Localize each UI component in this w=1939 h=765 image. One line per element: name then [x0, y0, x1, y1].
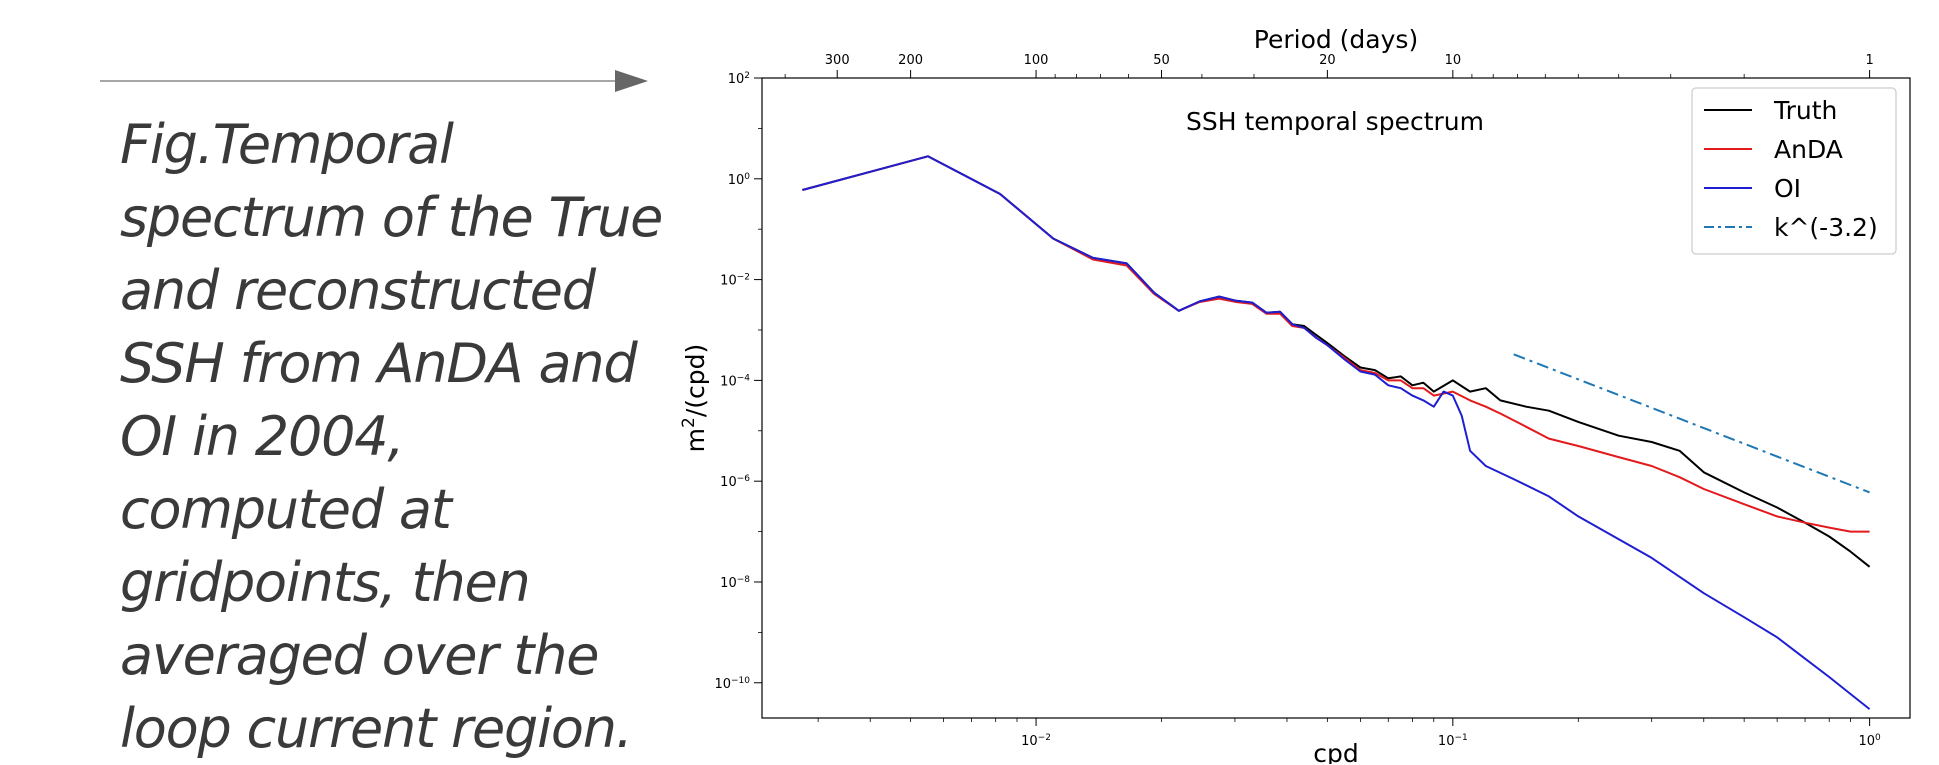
top-tick-label: 100: [1024, 53, 1049, 68]
top-axis-label: Period (days): [1254, 25, 1418, 54]
y-tick-label: 10−10: [714, 676, 750, 692]
top-tick-label: 1: [1865, 53, 1873, 68]
series-line-3: [1513, 353, 1870, 494]
legend-label: k^(-3.2): [1774, 213, 1878, 242]
x-tick-label: 10−2: [1021, 733, 1051, 749]
x-tick-label: 10−1: [1438, 733, 1468, 749]
y-tick-label: 10−2: [720, 273, 750, 289]
figure-caption: Fig.Temporal spectrum of the True and re…: [120, 113, 663, 760]
series-line-2: [802, 155, 1871, 710]
y-tick-label: 102: [728, 71, 750, 87]
y-tick-label: 10−8: [720, 575, 750, 591]
x-axis-label: cpd: [1313, 739, 1358, 764]
top-tick-label: 20: [1319, 53, 1336, 68]
legend-label: OI: [1774, 174, 1801, 203]
legend-label: Truth: [1773, 96, 1837, 125]
y-tick-label: 100: [728, 172, 751, 188]
y-tick-label: 10−4: [720, 373, 750, 389]
top-tick-label: 10: [1445, 53, 1462, 68]
plot-frame: [761, 77, 1911, 719]
chart-title: SSH temporal spectrum: [1186, 107, 1484, 136]
top-tick-label: 300: [825, 53, 850, 68]
y-axis-label: m2/(cpd): [679, 344, 710, 453]
legend-box: [1691, 87, 1897, 255]
top-tick-label: 50: [1153, 53, 1170, 68]
caption-arrow: [100, 70, 648, 92]
y-tick-label: 10−6: [720, 474, 750, 490]
legend-label: AnDA: [1774, 135, 1843, 164]
legend: Truth AnDA OI k^(-3.2): [1691, 87, 1897, 255]
x-tick-label: 100: [1858, 733, 1881, 749]
top-tick-label: 200: [898, 53, 923, 68]
